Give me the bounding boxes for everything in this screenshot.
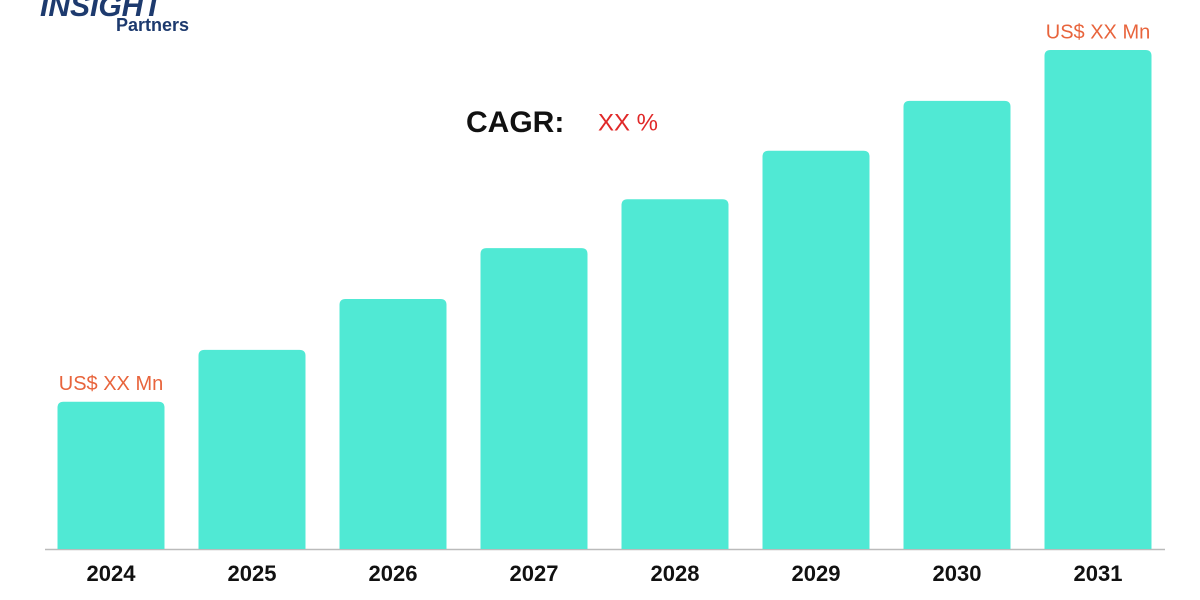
cagr-label: CAGR:: [466, 106, 564, 139]
x-tick-label: 2028: [651, 561, 700, 586]
bar: [621, 199, 729, 550]
bar: [1044, 50, 1152, 549]
bar: [198, 349, 306, 549]
x-tick-label: 2025: [228, 561, 277, 586]
value-label: US$ XX Mn: [59, 373, 163, 395]
bar: [480, 248, 588, 549]
x-tick-label: 2026: [369, 561, 418, 586]
bar: [903, 100, 1011, 549]
logo-sub: Partners: [116, 15, 189, 35]
logo-name: INSIGHT: [40, 0, 164, 23]
x-tick-label: 2031: [1074, 561, 1123, 586]
bar: [762, 150, 870, 549]
cagr-value: XX %: [598, 109, 658, 136]
x-tick-label: 2030: [933, 561, 982, 586]
bar: [57, 401, 165, 549]
x-tick-label: 2027: [510, 561, 559, 586]
x-tick-label: 2029: [792, 561, 841, 586]
bar: [339, 299, 447, 549]
value-label: US$ XX Mn: [1046, 21, 1150, 43]
x-tick-label: 2024: [87, 561, 137, 586]
